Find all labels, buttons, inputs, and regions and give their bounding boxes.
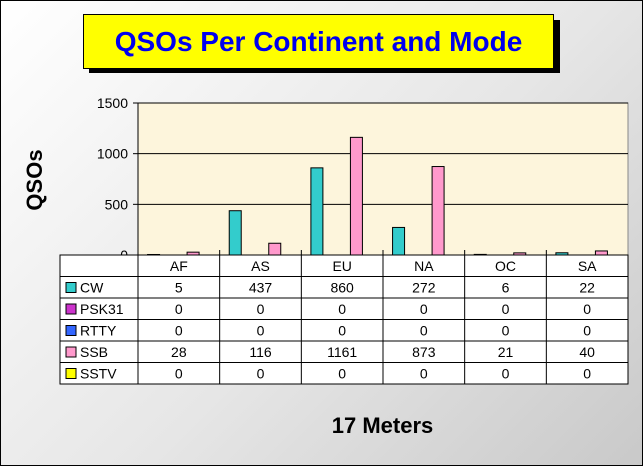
data-label: 0 [502,366,510,382]
chart-title: QSOs Per Continent and Mode [114,25,523,57]
legend-label: CW [80,280,104,296]
data-label: 0 [420,366,428,382]
data-label: 0 [583,301,591,317]
bar-ssb [268,242,282,256]
legend-label: SSTV [80,366,117,382]
data-label: 0 [502,301,510,317]
data-label: 437 [249,280,273,296]
data-label: 0 [175,323,183,339]
data-label: 0 [338,323,346,339]
bar-cw [310,167,324,256]
y-tick-label: 1000 [97,146,128,162]
bar-ssb [594,250,608,256]
data-label: 0 [257,323,265,339]
y-tick-label: 500 [105,196,129,212]
data-label: 40 [579,344,595,360]
category-label: SA [578,258,597,274]
bar-cw [228,210,242,256]
data-label: 0 [175,366,183,382]
legend-swatch [65,303,77,315]
data-label: 5 [175,280,183,296]
category-label: OC [495,258,516,274]
data-label: 0 [420,301,428,317]
category-label: NA [414,258,434,274]
category-label: AF [170,258,188,274]
data-label: 22 [579,280,595,296]
data-label: 0 [257,301,265,317]
legend-label: PSK31 [80,301,124,317]
data-label: 0 [583,366,591,382]
data-label: 0 [338,366,346,382]
data-label: 0 [257,366,265,382]
data-label: 0 [583,323,591,339]
title-box: QSOs Per Continent and Mode [83,14,554,69]
plot-area [137,102,629,256]
bar-ssb [431,166,445,256]
legend-swatch [65,368,77,379]
bar-ssb [349,136,363,256]
data-label: 873 [412,344,436,360]
legend-label: RTTY [80,323,117,339]
data-label: 272 [412,280,436,296]
data-label: 28 [171,344,187,360]
y-tick-label: 1500 [97,95,128,111]
category-label: AS [251,258,270,274]
data-label: 116 [249,344,272,360]
data-label: 0 [175,301,183,317]
legend-label: SSB [80,344,108,360]
data-label: 1161 [327,344,357,360]
category-label: EU [332,258,351,274]
legend-swatch [65,282,77,293]
data-label: 0 [338,301,346,317]
data-label: 0 [420,323,428,339]
data-label: 0 [502,323,510,339]
x-axis-label: 17 Meters [331,413,434,438]
data-label: 6 [502,280,510,296]
data-label: 860 [330,280,354,296]
data-label: 21 [498,344,514,360]
legend-swatch [65,346,77,358]
legend-swatch [65,325,77,336]
bar-cw [392,226,406,256]
